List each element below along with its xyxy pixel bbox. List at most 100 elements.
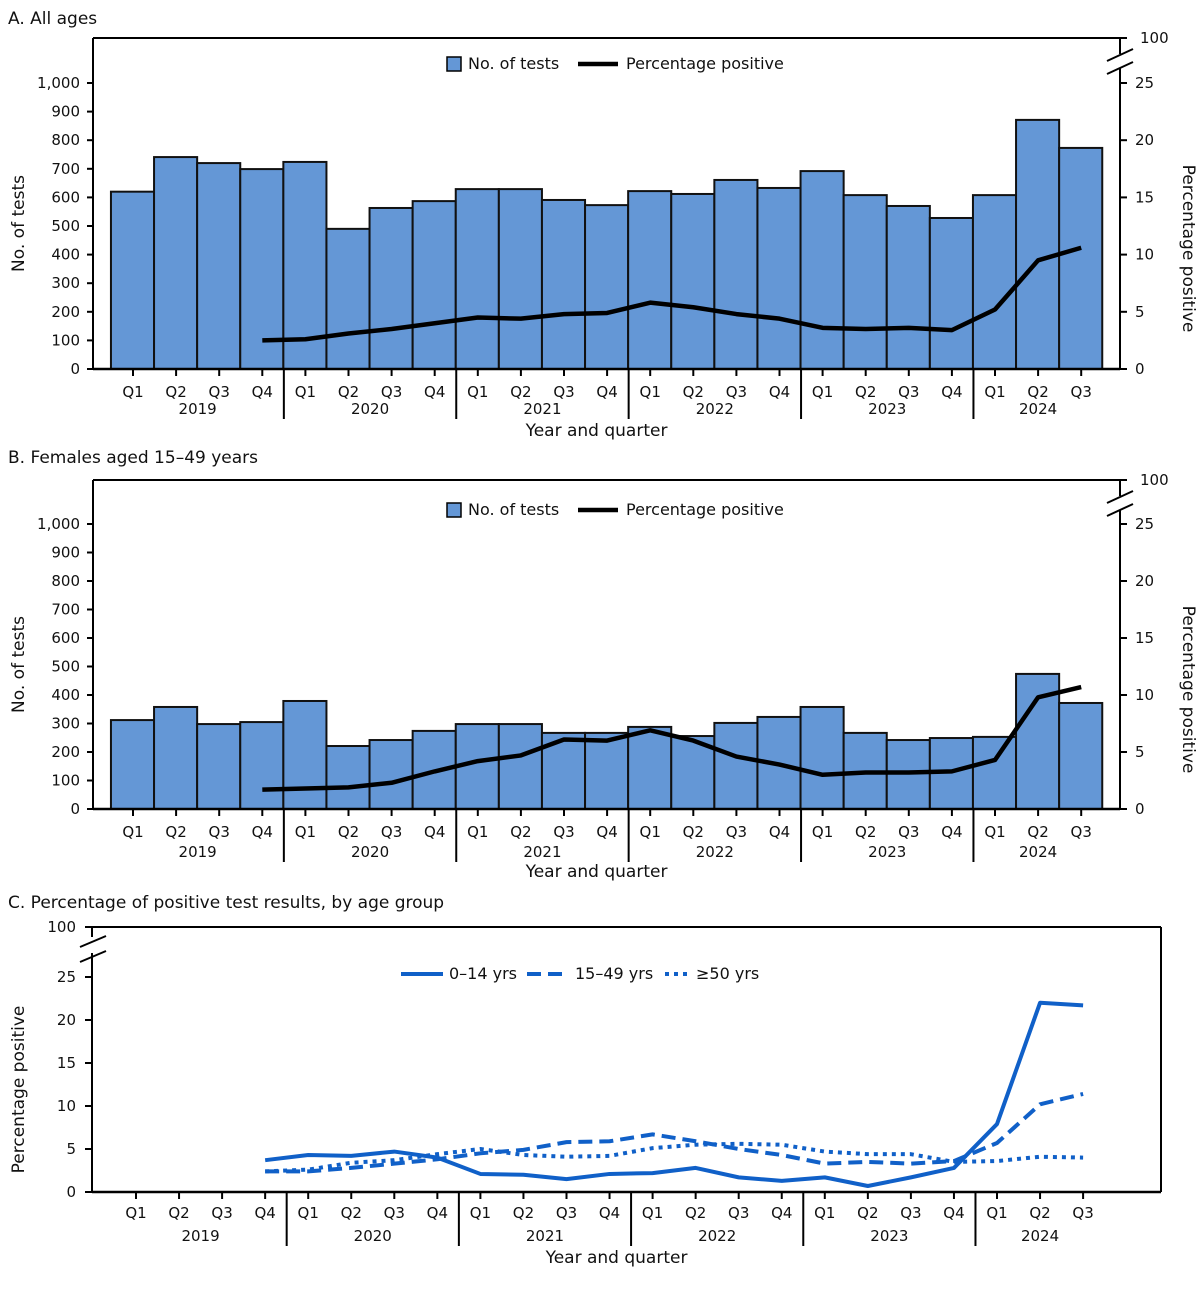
bar: [411, 200, 457, 370]
legend-label: 15–49 yrs: [575, 964, 653, 983]
y-tick-label: 800: [51, 131, 80, 149]
x-tick-label: Q2: [168, 1204, 189, 1222]
x-tick-label: Q3: [728, 1204, 749, 1222]
x-tick-label: Q4: [252, 823, 273, 841]
panel-title: C. Percentage of positive test results, …: [8, 893, 444, 913]
y2-tick-label: 20: [1135, 572, 1154, 590]
x-tick-label: Q2: [857, 1204, 878, 1222]
y-tick-label: 700: [51, 601, 80, 619]
y-tick-label: 500: [51, 658, 80, 676]
bar: [627, 190, 673, 370]
bar: [799, 705, 845, 810]
x-tick-label: Q2: [685, 1204, 706, 1222]
x-tick-label: Q2: [165, 823, 186, 841]
y-axis-label: Percentage positive: [9, 1006, 29, 1174]
x-tick-label: Q4: [252, 383, 273, 401]
y-axis-label: No. of tests: [9, 175, 29, 272]
year-label: 2019: [179, 400, 217, 418]
y-tick-label: 25: [57, 968, 76, 986]
x-tick-label: Q1: [467, 383, 488, 401]
x-tick-label: Q2: [510, 823, 531, 841]
y2-axis-label: Percentage positive: [1178, 165, 1198, 333]
year-label: 2020: [351, 843, 389, 861]
year-label: 2019: [179, 843, 217, 861]
bar: [153, 705, 199, 810]
bar: [109, 719, 156, 811]
x-tick-label: Q1: [470, 1204, 491, 1222]
x-tick-label: Q2: [165, 383, 186, 401]
bar: [971, 735, 1018, 811]
x-tick-label: Q1: [295, 823, 316, 841]
y-tick-label: 100: [47, 918, 76, 936]
bar: [540, 198, 587, 370]
axis-break-mark: [1106, 61, 1134, 75]
y-tick-label: 15: [57, 1054, 76, 1072]
x-tick-label: Q3: [381, 823, 402, 841]
y2-tick-label: 10: [1135, 686, 1154, 704]
x-tick-label: Q2: [341, 1204, 362, 1222]
bar: [584, 204, 630, 370]
percentage-positive-line: [262, 684, 1082, 792]
line-dashed-series: [265, 1092, 1084, 1174]
bar: [1015, 118, 1061, 370]
bar: [885, 204, 931, 370]
bar: [325, 745, 371, 811]
x-tick-label: Q1: [812, 383, 833, 401]
y2-tick-label: 20: [1135, 131, 1154, 149]
bar: [627, 725, 673, 810]
legend-label: ≥50 yrs: [696, 964, 759, 983]
x-tick-label: Q2: [683, 383, 704, 401]
year-label: 2022: [696, 400, 734, 418]
year-label: 2020: [351, 400, 389, 418]
y-tick-label: 600: [51, 629, 80, 647]
x-tick-label: Q2: [1027, 383, 1048, 401]
x-tick-label: Q3: [726, 383, 747, 401]
bar: [196, 723, 242, 811]
x-tick-label: Q1: [125, 1204, 146, 1222]
y2-tick-label: 100: [1140, 471, 1169, 489]
year-label: 2022: [698, 1227, 736, 1245]
legend-label: 0–14 yrs: [449, 964, 517, 983]
x-tick-label: Q1: [984, 823, 1005, 841]
x-tick-label: Q1: [295, 383, 316, 401]
legend-swatch-tests: [446, 502, 462, 518]
x-tick-label: Q4: [424, 383, 445, 401]
y-tick-label: 900: [51, 544, 80, 562]
x-tick-label: Q1: [467, 823, 488, 841]
x-tick-label: Q1: [812, 823, 833, 841]
bar: [713, 721, 759, 810]
percentage-positive-line: [262, 245, 1082, 343]
x-tick-label: Q1: [122, 823, 143, 841]
year-label: 2023: [868, 843, 906, 861]
x-tick-label: Q4: [424, 823, 445, 841]
y-tick-label: 500: [51, 217, 80, 235]
x-tick-label: Q3: [1071, 383, 1092, 401]
y-tick-label: 800: [51, 572, 80, 590]
y-tick-label: 1,000: [37, 515, 80, 533]
x-tick-label: Q2: [1027, 823, 1048, 841]
x-tick-label: Q2: [1029, 1204, 1050, 1222]
y2-tick-label: 10: [1135, 246, 1154, 264]
y-tick-label: 400: [51, 686, 80, 704]
legend-label-percentage: Percentage positive: [626, 500, 784, 519]
x-tick-label: Q1: [640, 383, 661, 401]
x-tick-label: Q3: [209, 823, 230, 841]
x-tick-label: Q3: [900, 1204, 921, 1222]
y-tick-label: 700: [51, 160, 80, 178]
x-tick-label: Q2: [510, 383, 531, 401]
y2-tick-label: 5: [1135, 303, 1145, 321]
legend-swatch-tests: [446, 56, 462, 72]
year-label: 2021: [526, 1227, 564, 1245]
legend-label-tests: No. of tests: [468, 500, 559, 519]
bar: [584, 731, 630, 811]
y2-tick-label: 15: [1135, 188, 1154, 206]
year-label: 2020: [354, 1227, 392, 1245]
y2-tick-label: 15: [1135, 629, 1154, 647]
bar: [368, 739, 414, 811]
y2-tick-label: 5: [1135, 743, 1145, 761]
x-tick-label: Q2: [338, 823, 359, 841]
bar: [799, 170, 845, 370]
bar: [325, 227, 371, 370]
x-tick-label: Q3: [556, 1204, 577, 1222]
y-tick-label: 0: [70, 360, 80, 378]
